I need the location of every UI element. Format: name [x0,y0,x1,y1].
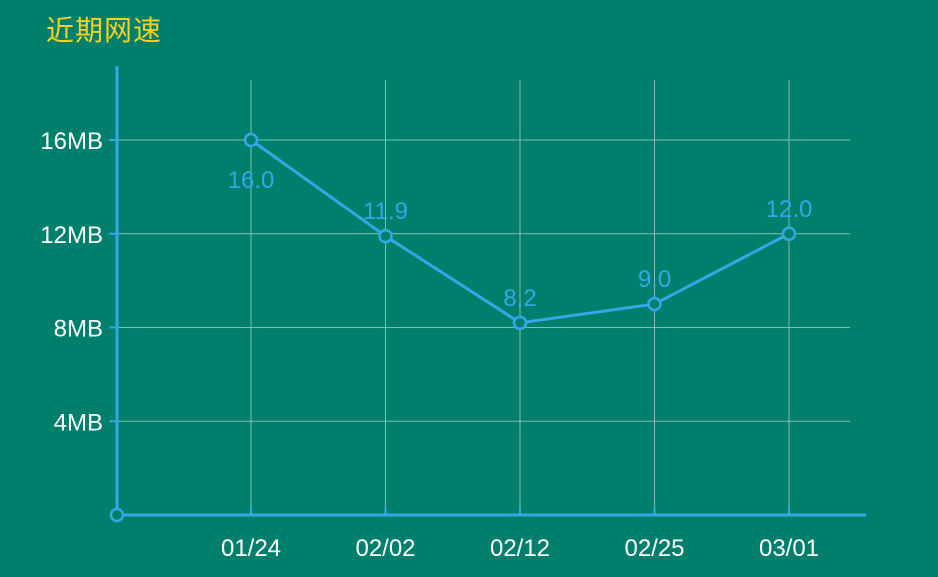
x-tick-label: 02/12 [490,535,550,562]
x-tick-label: 02/02 [355,535,415,562]
data-label: 8.2 [503,285,536,312]
chart-title: 近期网速 [46,14,163,47]
origin-marker [109,507,125,523]
data-point [378,228,393,244]
x-tick-label: 03/01 [759,535,819,562]
data-point [512,315,528,331]
data-label: 11.9 [363,198,408,225]
axis-layer: 4MB 8MB 12MB 16MB 01/24 02/02 02/12 02/25 03/01 [40,66,866,562]
data-point [243,132,259,148]
grid-layer [117,80,850,515]
y-tick-label: 8MB [54,316,103,343]
x-tick-label: 02/25 [624,535,684,562]
marker-layer [243,132,797,331]
label-layer: 16.0 11.9 8.2 9.0 12.0 [228,167,813,312]
data-label: 16.0 [228,167,275,194]
y-tick-label: 4MB [54,409,103,436]
data-label: 9.0 [638,266,671,293]
data-point [781,226,797,241]
x-tick-label: 01/24 [221,535,281,562]
data-point [647,296,662,312]
y-tick-label: 12MB [40,222,103,249]
y-tick-label: 16MB [40,128,103,155]
data-label: 12.0 [766,196,813,223]
